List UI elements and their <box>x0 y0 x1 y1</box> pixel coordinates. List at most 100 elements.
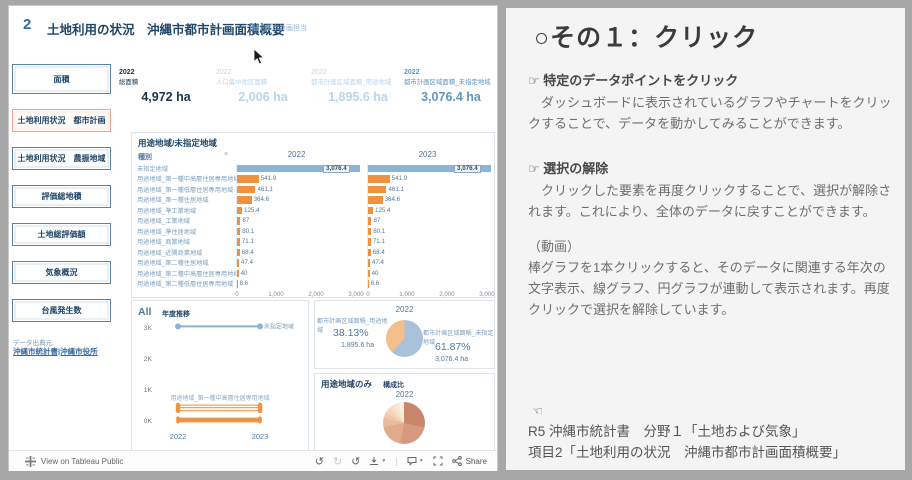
pie-panel-zones[interactable]: 用途地域のみ 構成比 2022 <box>314 373 495 451</box>
bar-cell-2023[interactable]: 8.6 <box>367 278 488 289</box>
bar-row: 用途地域_第一種住居地域 364.6 364.6 <box>132 194 494 205</box>
trend-point[interactable] <box>257 323 263 330</box>
bar-mark[interactable] <box>237 280 238 288</box>
bar-year-header-2023: 2023 <box>418 150 437 159</box>
bar-cell-2023[interactable]: 364.6 <box>367 194 488 205</box>
sidebar-button-5[interactable]: 土地総評価額 <box>12 223 111 246</box>
bar-mark[interactable] <box>237 269 239 277</box>
bar-mark[interactable] <box>368 175 390 183</box>
bar-row: 用途地域_近隣商業地域 68.4 68.4 <box>132 247 494 258</box>
trend-point[interactable] <box>176 420 180 424</box>
bar-row: 用途地域_第一種低層住居専用地域 461.1 461.1 <box>132 184 494 195</box>
bar-row: 用途地域_工業地域 87 87 <box>132 215 494 226</box>
bar-mark[interactable] <box>368 185 387 193</box>
bar-cell-2023[interactable]: 80.1 <box>367 226 488 237</box>
bar-cell-2022[interactable]: 40 <box>236 268 357 279</box>
bar-cell-2023[interactable]: 125.4 <box>367 205 488 216</box>
bar-mark[interactable] <box>368 248 371 256</box>
share-icon[interactable]: Share <box>451 456 487 466</box>
pie1-left-label: 都市計画区域面積_用途地域 <box>317 318 388 334</box>
bar-cell-2022[interactable]: 47.4 <box>236 257 357 268</box>
axis-tick: 1,000 <box>268 291 284 298</box>
bar-mark[interactable] <box>237 185 256 193</box>
bar-mark[interactable] <box>368 227 372 235</box>
bar-mark[interactable] <box>368 206 374 214</box>
bar-mark[interactable] <box>237 238 240 246</box>
bar-chart-title: 用途地域/未指定地域 <box>138 138 217 148</box>
sidebar-button-6[interactable]: 気象概況 <box>12 261 111 284</box>
bar-cell-2023[interactable]: 40 <box>367 268 488 279</box>
caret-down-icon[interactable]: ▼ <box>381 458 387 464</box>
trend-point[interactable] <box>175 323 181 330</box>
bar-mark[interactable] <box>237 206 243 214</box>
bar-mark[interactable] <box>368 217 372 225</box>
sidebar-button-1[interactable]: 面積 <box>12 64 111 94</box>
trend-point[interactable] <box>175 408 181 414</box>
bar-mark[interactable] <box>368 280 369 288</box>
sidebar-button-3[interactable]: 土地利用状況 農振地域 <box>12 147 111 170</box>
bar-cell-2023[interactable]: 47.4 <box>367 257 488 268</box>
sort-icon[interactable]: ≡ <box>224 151 229 158</box>
bar-cell-2023[interactable]: 461.1 <box>367 184 488 195</box>
bar-mark[interactable] <box>237 217 241 225</box>
pie-chart-zones[interactable] <box>383 402 425 444</box>
bar-mark[interactable] <box>237 248 240 256</box>
kpi-card-2[interactable]: 2022 人口集中地区面積 2,006 ha <box>216 69 310 104</box>
bar-cell-2023[interactable]: 71.1 <box>367 236 488 247</box>
bar-cell-2022[interactable]: 3,076.4 <box>236 163 361 174</box>
pie-chart-2022[interactable] <box>386 320 423 357</box>
bar-cell-2022[interactable]: 87 <box>236 215 357 226</box>
guide-section-heading: ☞ 特定のデータポイントをクリック <box>528 73 739 88</box>
bar-row-label: 用途地域_第二種住居地域 <box>137 260 209 268</box>
bar-mark[interactable] <box>368 196 383 204</box>
bar-mark[interactable] <box>237 164 361 172</box>
bar-cell-2022[interactable]: 71.1 <box>236 236 357 247</box>
bar-cell-2023[interactable]: 541.9 <box>367 173 488 184</box>
bar-mark[interactable] <box>237 175 259 183</box>
bar-cell-2023[interactable]: 3,076.4 <box>367 163 492 174</box>
bar-mark[interactable] <box>368 259 370 267</box>
data-source-link[interactable]: 沖縄市統計書|沖縄市役所 <box>13 347 98 356</box>
bar-mark[interactable] <box>237 259 239 267</box>
bar-cell-2022[interactable]: 461.1 <box>236 184 357 195</box>
kpi-value: 2,006 ha <box>238 90 288 104</box>
bar-cell-2022[interactable]: 80.1 <box>236 226 357 237</box>
bar-mark[interactable] <box>237 227 241 235</box>
share-label: Share <box>465 456 487 466</box>
sidebar-button-7[interactable]: 台風発生数 <box>12 299 111 322</box>
trend-point[interactable] <box>258 420 262 424</box>
sidebar-button-2[interactable]: 土地利用状況 都市計画 <box>12 109 111 132</box>
kpi-card-4[interactable]: 2022 都市計画区域面積_未指定地域 3,076.4 ha <box>404 69 498 104</box>
replay-icon[interactable]: ↺ <box>351 455 361 468</box>
pie-panel-ratio[interactable]: 2022 都市計画区域面積_用途地域 38.13% 1,895.6 ha 都市計… <box>314 300 495 369</box>
sidebar-button-4[interactable]: 評価総地積 <box>12 185 111 208</box>
kpi-value: 1,895.6 ha <box>328 90 388 104</box>
bar-row: 用途地域_準工業地域 125.4 125.4 <box>132 205 494 216</box>
view-on-tableau-public-link[interactable]: View on Tableau Public <box>25 455 123 467</box>
dashboard-title: 土地利用の状況 沖縄市都市計画面積概要 <box>47 23 285 37</box>
download-icon[interactable]: ▼ <box>369 456 386 466</box>
kpi-card-3[interactable]: 2022 都市計画区域面積_用途地域 1,895.6 ha <box>311 69 405 104</box>
trend-point[interactable] <box>257 408 263 414</box>
bar-rows: 未指定地域 3,076.4 3,076.4 用途地域_第一種中高層住居専用地域 541.… <box>132 163 494 289</box>
bar-mark[interactable] <box>368 269 370 277</box>
bar-cell-2022[interactable]: 8.6 <box>236 278 357 289</box>
bar-mark[interactable] <box>237 196 252 204</box>
bar-cell-2022[interactable]: 364.6 <box>236 194 357 205</box>
kpi-card-1[interactable]: 2022 総面積 4,972 ha <box>119 69 213 104</box>
bar-mark[interactable] <box>368 164 492 172</box>
comment-icon[interactable]: ▼ <box>407 456 424 466</box>
bar-cell-2022[interactable]: 125.4 <box>236 205 357 216</box>
bar-cell-2022[interactable]: 541.9 <box>236 173 357 184</box>
bar-mark[interactable] <box>368 238 371 246</box>
undo-icon[interactable]: ↺ <box>314 455 324 468</box>
bar-cell-2023[interactable]: 87 <box>367 215 488 226</box>
redo-icon[interactable]: ↻ <box>332 455 343 468</box>
caret-down-icon[interactable]: ▼ <box>418 458 424 464</box>
bar-cell-2023[interactable]: 68.4 <box>367 247 488 258</box>
bar-chart-panel[interactable]: 用途地域/未指定地域 種別 ≡ 2022 2023 未指定地域 3,076.4 3,… <box>131 132 495 298</box>
trend-chart-panel[interactable]: All 年度推移 未指定地域 用途地域_第一種中高層住居専用地域 3K 2K 1K 0K… <box>131 300 309 451</box>
fullscreen-icon[interactable] <box>433 456 443 466</box>
bar-cell-2022[interactable]: 68.4 <box>236 247 357 258</box>
